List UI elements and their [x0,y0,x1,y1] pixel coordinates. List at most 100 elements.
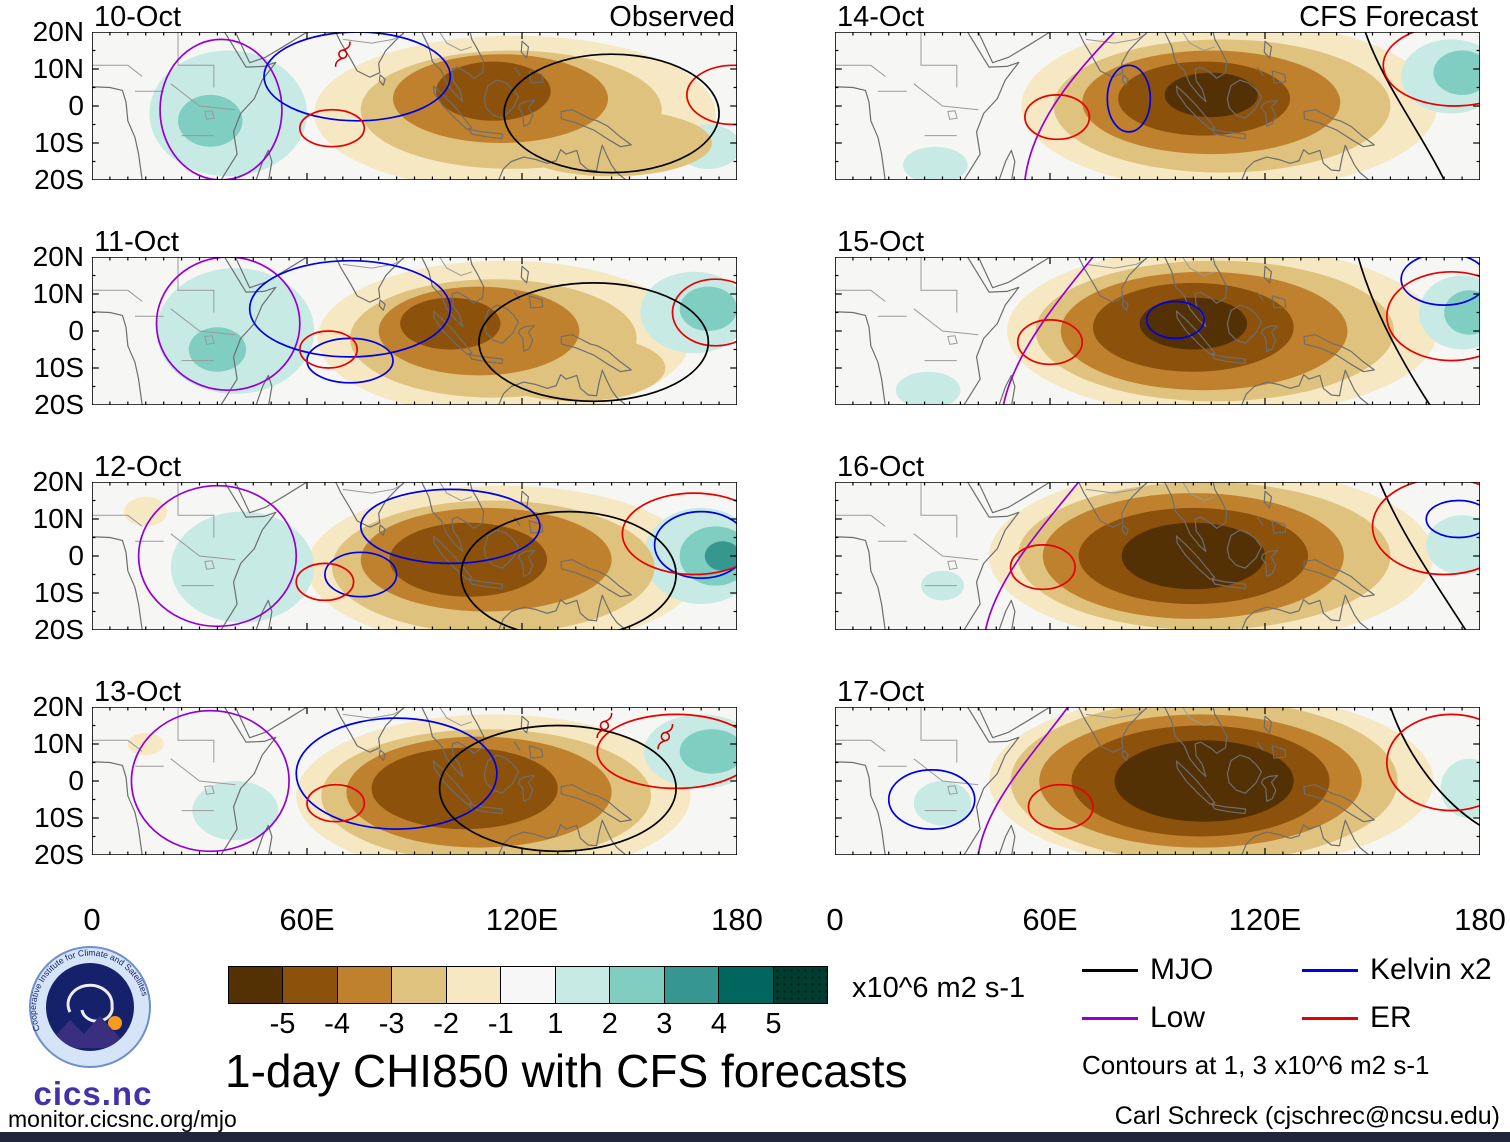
panel-cell-17-Oct: 17-Oct [835,677,1480,855]
anomaly-blob [192,781,279,841]
colorbar-tick-labels: -5 -4 -3 -2 -1 1 2 3 4 5 [228,1008,828,1044]
anomaly-blob [679,729,737,774]
panel-header: 15-Oct [835,227,1480,257]
colorbar-cell [718,967,773,1003]
country-border [205,336,214,345]
country-border [1086,259,1147,268]
x-axis-label: 180 [1454,902,1506,937]
coastline [964,707,1019,855]
y-axis-labels: 20N 10N 0 10S 20S [0,227,92,419]
coastline [1304,785,1374,822]
anomaly-blob [156,268,315,394]
coastline [1122,750,1128,760]
coastline [518,100,534,126]
coastline [379,750,385,760]
coastline [561,785,631,822]
coastline [1242,595,1369,630]
map-panel-12-Oct [92,482,737,630]
coastline [1272,296,1286,308]
figure-title: 1-day CHI850 with CFS forecasts [225,1045,908,1097]
coastline [835,312,885,405]
country-border [914,534,979,560]
y-axis-labels: 20N 10N 0 10S 20S [0,677,92,869]
x-axis-left-spacer [0,902,92,944]
anomaly-blob [1444,290,1480,335]
y-axis-label: 10S [34,802,84,833]
coastline [469,354,503,363]
country-border [1183,707,1215,726]
coastline [499,595,626,630]
y-axis-label: 10N [32,53,84,84]
legend-label: ER [1370,1001,1412,1034]
panel-cell-11-Oct: 11-Oct [92,227,737,405]
colorbar-cell [500,967,555,1003]
country-border [440,32,472,51]
legend-item-blue: Kelvin x2 [1302,954,1502,986]
colorbar-cell [391,967,446,1003]
coastline [499,820,626,855]
country-border [178,482,214,538]
red-contour [687,65,737,124]
panel-header: 10-Oct Observed [92,2,737,32]
black-contour [440,726,676,852]
right-margin [1480,452,1510,630]
contour-levels-note: Contours at 1, 3 x10^6 m2 s-1 [1082,1050,1430,1080]
y-axis-label: 20N [32,466,84,497]
coastline [422,707,484,777]
anomaly-blob [1114,740,1294,822]
coastline [422,482,484,552]
colorbar-tick-label: 5 [765,1008,782,1040]
coastline [484,80,518,118]
logo-spiral-cloud [66,983,114,1023]
logo-mountains [46,1016,132,1048]
panel-cell-13-Oct: 13-Oct [92,677,737,855]
coastline [1176,86,1214,129]
y-axis-label: 20N [32,691,84,722]
colorbar-tick-label: 1 [547,1008,564,1040]
coastline [1261,325,1277,351]
coastline [484,530,518,568]
anomaly-blob [1139,297,1248,350]
country-border [914,84,979,110]
coastline [518,775,534,801]
black-contour [461,512,676,630]
coastline [964,257,1019,405]
coastline [1079,32,1148,77]
coastline [1079,257,1148,302]
country-border [171,309,235,335]
country-border [948,561,957,570]
y-axis-label: 10S [34,352,84,383]
coastline [484,755,518,793]
purple-contour [131,711,289,852]
panel-date-label: 14-Oct [837,1,925,33]
red-contour [1373,482,1481,575]
coastline [469,129,503,138]
red-contour [1387,714,1480,810]
country-border [92,65,142,76]
coastline [1257,292,1263,301]
colorbar-cells [228,966,828,1004]
bottom-bar [0,1132,1510,1142]
coastline [978,482,1050,513]
anomaly-blob [178,94,243,147]
column-gap [737,2,835,180]
x-axis-label: 180 [711,902,763,937]
coastline [256,600,272,630]
legend-line-black [1082,968,1138,972]
coastline [379,300,385,310]
y-axis-label: 10N [32,728,84,759]
coastline [1227,305,1261,343]
anomaly-blob [913,781,972,826]
red-contour [622,493,737,574]
colorbar-cell [282,967,337,1003]
anomaly-blob [127,732,164,756]
y-axis-label: 0 [68,540,84,571]
map-panel-16-Oct [835,482,1480,630]
coastline [379,75,385,85]
panel-header: 12-Oct [92,452,737,482]
panel-row: 20N 10N 0 10S 20S 12-Oct 16-Oct [0,452,1510,644]
coastline [1122,75,1128,85]
coastline [433,86,471,129]
purple-contour [1003,257,1093,405]
colorbar-tick-label: -2 [433,1008,460,1040]
